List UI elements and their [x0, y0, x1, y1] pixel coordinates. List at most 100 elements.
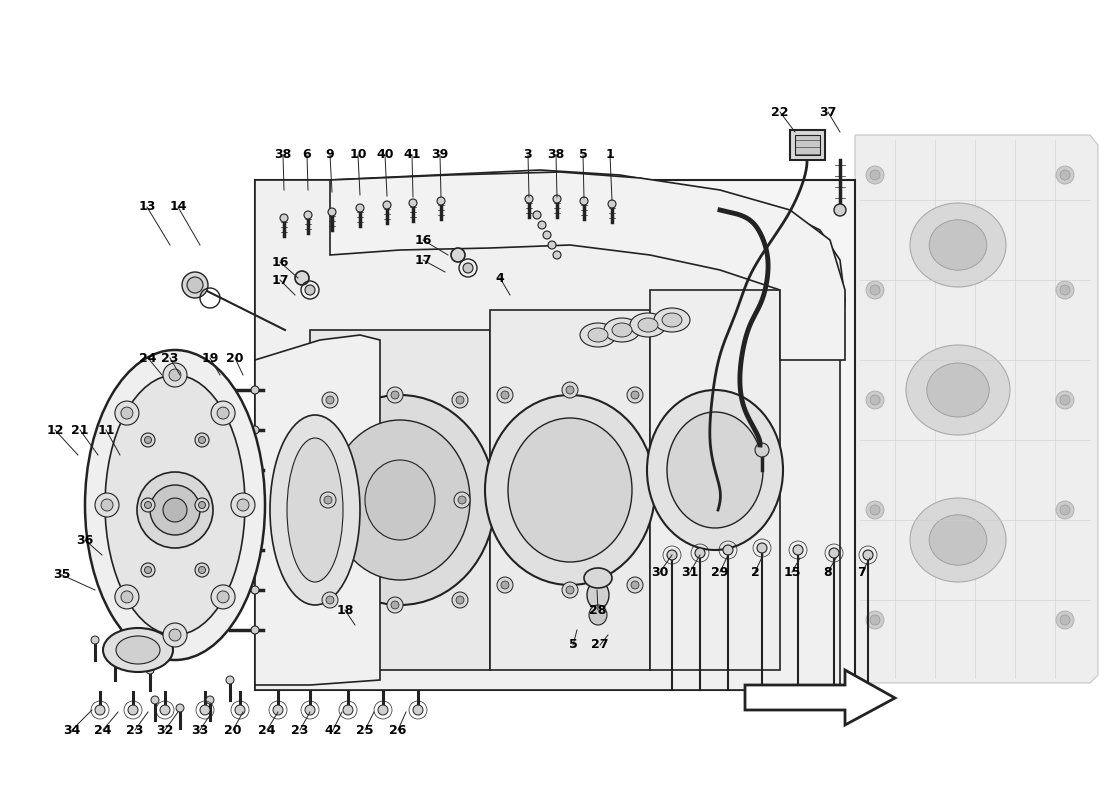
- Ellipse shape: [584, 568, 612, 588]
- Ellipse shape: [456, 596, 464, 604]
- Ellipse shape: [627, 577, 644, 593]
- Ellipse shape: [365, 460, 435, 540]
- Polygon shape: [855, 135, 1098, 683]
- Ellipse shape: [195, 433, 209, 447]
- Text: 41: 41: [404, 149, 420, 162]
- Ellipse shape: [387, 597, 403, 613]
- Text: 40: 40: [376, 149, 394, 162]
- Ellipse shape: [412, 705, 424, 715]
- Ellipse shape: [211, 401, 235, 425]
- Text: 36: 36: [76, 534, 94, 546]
- Ellipse shape: [553, 251, 561, 259]
- Text: 13: 13: [139, 201, 156, 214]
- Ellipse shape: [378, 705, 388, 715]
- Ellipse shape: [695, 548, 705, 558]
- Ellipse shape: [176, 704, 184, 712]
- Text: 9: 9: [326, 149, 334, 162]
- Ellipse shape: [667, 412, 763, 528]
- Ellipse shape: [1056, 281, 1074, 299]
- Text: 26: 26: [389, 723, 407, 737]
- Text: 6: 6: [302, 149, 311, 162]
- Text: 5: 5: [569, 638, 578, 651]
- Ellipse shape: [217, 407, 229, 419]
- Ellipse shape: [548, 241, 556, 249]
- Ellipse shape: [1060, 170, 1070, 180]
- Ellipse shape: [870, 285, 880, 295]
- Ellipse shape: [343, 705, 353, 715]
- Ellipse shape: [195, 498, 209, 512]
- Text: 23: 23: [292, 723, 309, 737]
- Ellipse shape: [206, 696, 214, 704]
- Ellipse shape: [200, 705, 210, 715]
- Ellipse shape: [1060, 505, 1070, 515]
- Ellipse shape: [251, 626, 258, 634]
- Ellipse shape: [458, 496, 466, 504]
- Ellipse shape: [588, 605, 607, 625]
- Polygon shape: [255, 170, 845, 690]
- Ellipse shape: [500, 581, 509, 589]
- Ellipse shape: [320, 492, 336, 508]
- Ellipse shape: [330, 420, 470, 580]
- Ellipse shape: [500, 391, 509, 399]
- Ellipse shape: [85, 350, 265, 660]
- Ellipse shape: [538, 221, 546, 229]
- Ellipse shape: [580, 197, 588, 205]
- Ellipse shape: [356, 204, 364, 212]
- Text: 7: 7: [858, 566, 867, 578]
- Ellipse shape: [866, 501, 884, 519]
- Ellipse shape: [150, 485, 200, 535]
- Ellipse shape: [910, 203, 1006, 287]
- Ellipse shape: [160, 705, 170, 715]
- Bar: [790, 130, 825, 160]
- Text: 28: 28: [590, 603, 607, 617]
- Ellipse shape: [198, 502, 206, 509]
- Text: 30: 30: [651, 566, 669, 578]
- Ellipse shape: [870, 395, 880, 405]
- Ellipse shape: [121, 407, 133, 419]
- Ellipse shape: [566, 586, 574, 594]
- Ellipse shape: [870, 505, 880, 515]
- Ellipse shape: [390, 391, 399, 399]
- Ellipse shape: [235, 705, 245, 715]
- Text: 32: 32: [156, 723, 174, 737]
- Ellipse shape: [525, 195, 533, 203]
- Ellipse shape: [104, 375, 245, 635]
- Polygon shape: [490, 310, 650, 670]
- Ellipse shape: [251, 426, 258, 434]
- Ellipse shape: [508, 418, 632, 562]
- Ellipse shape: [866, 166, 884, 184]
- Ellipse shape: [566, 386, 574, 394]
- Ellipse shape: [604, 318, 640, 342]
- Ellipse shape: [144, 566, 152, 574]
- Ellipse shape: [927, 363, 989, 417]
- Text: 17: 17: [272, 274, 288, 286]
- Text: 37: 37: [820, 106, 837, 118]
- Ellipse shape: [456, 396, 464, 404]
- Ellipse shape: [1060, 615, 1070, 625]
- Ellipse shape: [630, 313, 666, 337]
- Ellipse shape: [580, 323, 616, 347]
- Ellipse shape: [326, 596, 334, 604]
- Text: 12: 12: [46, 423, 64, 437]
- Ellipse shape: [631, 581, 639, 589]
- Ellipse shape: [390, 601, 399, 609]
- Text: 25: 25: [356, 723, 374, 737]
- Text: 24: 24: [258, 723, 276, 737]
- Text: 24: 24: [95, 723, 112, 737]
- Ellipse shape: [870, 170, 880, 180]
- Ellipse shape: [562, 382, 578, 398]
- Text: 33: 33: [191, 723, 209, 737]
- Ellipse shape: [304, 211, 312, 219]
- Ellipse shape: [226, 676, 234, 684]
- Polygon shape: [330, 172, 845, 360]
- Ellipse shape: [866, 281, 884, 299]
- Ellipse shape: [834, 204, 846, 216]
- Text: 20: 20: [227, 351, 244, 365]
- Ellipse shape: [211, 585, 235, 609]
- Ellipse shape: [485, 395, 654, 585]
- Ellipse shape: [144, 437, 152, 443]
- Ellipse shape: [588, 328, 608, 342]
- Ellipse shape: [451, 248, 465, 262]
- Ellipse shape: [280, 214, 288, 222]
- Text: 15: 15: [783, 566, 801, 578]
